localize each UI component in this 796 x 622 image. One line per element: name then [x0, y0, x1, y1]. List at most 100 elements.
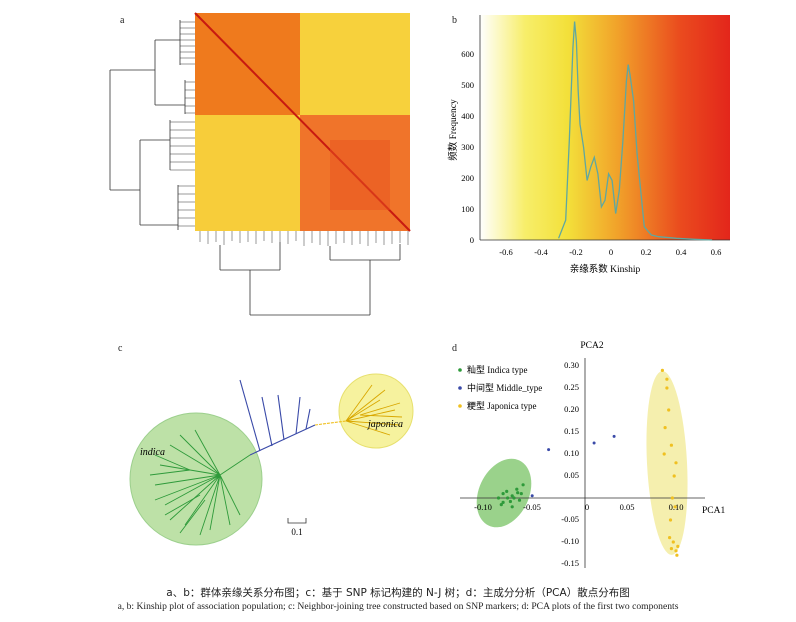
- panel-b-letter: b: [452, 15, 457, 26]
- japonica-point: [676, 544, 680, 548]
- indica-point: [501, 492, 505, 496]
- japonica-point: [662, 452, 666, 456]
- indica-point: [506, 496, 510, 500]
- panel-c-letter: c: [118, 343, 123, 354]
- legend-middle-label: 中间型 Middle_type: [467, 382, 542, 393]
- x-tick-label: 0: [609, 247, 613, 257]
- y-axis-label: 频数 Frequency: [447, 99, 459, 161]
- y-tick-label: -0.05: [561, 514, 579, 524]
- japonica-cluster-circle: [338, 373, 414, 449]
- japonica-point: [675, 553, 679, 557]
- indica-point: [515, 487, 519, 491]
- x-tick-label: -0.4: [534, 247, 548, 257]
- y-tick-label: 0.10: [564, 448, 579, 458]
- y-axis-label: PCA2: [580, 341, 603, 351]
- indica-branches: [149, 429, 251, 536]
- indica-point: [519, 492, 523, 496]
- japonica-point: [668, 536, 672, 540]
- japonica-point: [667, 408, 671, 412]
- middle-branches: [239, 379, 316, 456]
- japonica-point: [673, 505, 677, 509]
- indica-point: [508, 499, 512, 504]
- middle-point: [530, 494, 534, 498]
- indica-point: [521, 483, 525, 487]
- y-tick-label: 300: [461, 142, 474, 152]
- indica-point: [517, 498, 522, 502]
- japonica-point: [674, 461, 678, 465]
- scale-bar-label: 0.1: [291, 527, 302, 537]
- x-tick-label: -0.6: [499, 247, 512, 257]
- y-tick-label: 100: [461, 204, 474, 214]
- kinship-frequency-line: [557, 21, 713, 241]
- japonica-point: [669, 547, 673, 551]
- indica-point: [499, 503, 503, 507]
- y-tick-label: -0.10: [561, 536, 579, 546]
- panel-d-letter: d: [452, 343, 457, 354]
- y-tick-label: 0.15: [564, 426, 579, 436]
- indica-point: [496, 496, 501, 500]
- figure-caption-en: a, b: Kinship plot of association popula…: [117, 601, 679, 612]
- x-tick-label: -0.10: [474, 502, 492, 512]
- indica-point: [505, 489, 509, 493]
- y-tick-label: 400: [461, 111, 474, 121]
- x-tick-label: 0.4: [676, 247, 687, 257]
- y-tick-label: 0.25: [564, 382, 579, 392]
- legend-japonica-label: 粳型 Japonica type: [467, 400, 536, 411]
- legend-indica-label: 籼型 Indica type: [467, 364, 527, 375]
- middle-point: [592, 441, 596, 445]
- y-tick-label: 0.20: [564, 404, 579, 414]
- y-tick-label: 0.05: [564, 470, 579, 480]
- y-tick-label: 200: [461, 173, 474, 183]
- middle-point: [612, 434, 616, 438]
- x-tick-label: 0.6: [711, 247, 722, 257]
- pca-scatter: PCA2 PCA1 籼型 Indica type 中间型 Middle_type…: [458, 341, 725, 568]
- kinship-histogram: 0 100 200 300 400 500 600 -0.6 -0.4 -0.2…: [447, 15, 730, 275]
- middle-point: [547, 448, 551, 452]
- japonica-point: [669, 443, 673, 447]
- x-tick-label: -0.05: [523, 502, 541, 512]
- x-axis-label: PCA1: [702, 506, 725, 516]
- japonica-point: [674, 549, 678, 553]
- legend-middle-marker: [458, 386, 462, 390]
- y-tick-label: 0: [470, 235, 474, 245]
- figure-caption-zh: a、b：群体亲缘关系分布图；c：基于 SNP 标记构建的 N-J 树；d：主成分…: [166, 587, 630, 599]
- japonica-cluster-ellipse: [646, 371, 688, 555]
- y-tick-label: 600: [461, 49, 474, 59]
- x-tick-label: 0: [585, 502, 589, 512]
- japonica-point: [668, 518, 673, 522]
- indica-label: indica: [140, 447, 165, 458]
- x-axis-label: 亲缘系数 Kinship: [570, 263, 641, 275]
- x-tick-label: 0.05: [620, 502, 635, 512]
- scale-bar: [287, 518, 307, 524]
- japonica-point: [665, 377, 669, 381]
- japonica-point: [670, 496, 674, 500]
- indica-point: [501, 500, 505, 504]
- indica-point: [516, 491, 520, 495]
- japonica-point: [672, 474, 676, 478]
- japonica-point: [660, 368, 664, 372]
- y-tick-labels: 0 100 200 300 400 500 600: [461, 49, 474, 245]
- indica-point: [510, 494, 514, 498]
- x-tick-label: -0.2: [569, 247, 582, 257]
- legend: 籼型 Indica type 中间型 Middle_type 粳型 Japoni…: [458, 364, 542, 411]
- panel-a-letter: a: [120, 15, 125, 26]
- nj-tree: indica japonica 0.1: [129, 373, 414, 546]
- legend-japonica-marker: [458, 404, 462, 408]
- indica-point: [510, 505, 514, 509]
- japonica-point: [665, 386, 669, 390]
- japonica-label: japonica: [366, 419, 403, 430]
- japonica-stem: [314, 420, 347, 426]
- japonica-point: [671, 540, 675, 544]
- kinship-heatmap: [109, 12, 411, 316]
- indica-point: [512, 496, 516, 500]
- y-tick-label: 500: [461, 80, 474, 90]
- x-tick-label: 0.2: [641, 247, 652, 257]
- japonica-branches: [345, 384, 403, 436]
- legend-indica-marker: [458, 368, 462, 372]
- pca-points: [496, 368, 680, 557]
- kinship-gradient-background: [480, 15, 730, 240]
- y-tick-labels: 0.30 0.25 0.20 0.15 0.10 0.05 -0.05 -0.1…: [561, 360, 579, 568]
- y-tick-label: 0.30: [564, 360, 579, 370]
- japonica-point: [663, 426, 667, 430]
- y-tick-label: -0.15: [561, 558, 579, 568]
